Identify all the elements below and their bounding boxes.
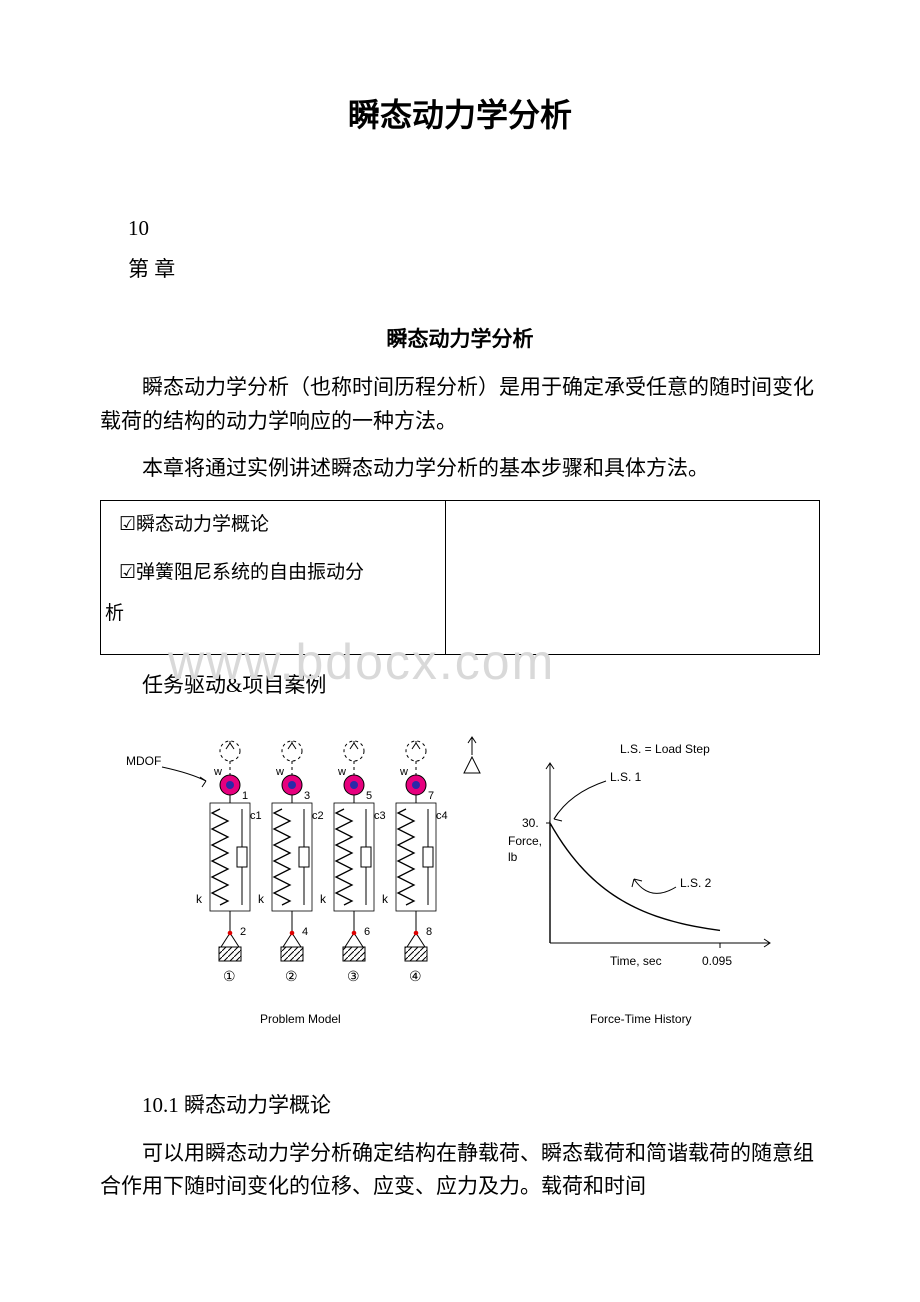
diagram-svg: w 1c1 k 2 ① w 3c2 k 4 ② w 5c3 k 6 ③ w 7c4 k 8 ④ MDOF Problem … [120,723,800,1053]
subtitle: 瞬态动力学分析 [100,323,820,353]
figure: www.bdocx.com w1c1k2①w3c2k4②w5c3k6③w7c4k… [120,723,800,1053]
figure-caption: 任务驱动&项目案例 [100,669,820,699]
check-icon: ☑ [119,562,136,583]
svg-text:L.S. 1: L.S. 1 [610,770,642,784]
checklist-item-1: 瞬态动力学概论 [136,514,269,535]
svg-text:c3: c3 [374,810,386,822]
svg-text:0.095: 0.095 [702,954,732,968]
svg-text:②: ② [285,968,298,984]
svg-text:k: k [258,892,265,906]
svg-text:w: w [275,766,284,778]
svg-text:c2: c2 [312,810,324,822]
svg-text:Time, sec: Time, sec [610,954,662,968]
chapter-word: 第 章 [100,253,820,283]
svg-text:③: ③ [347,968,360,984]
intro-paragraph-2: 本章将通过实例讲述瞬态动力学分析的基本步骤和具体方法。 [100,452,820,486]
chapter-number: 10 [100,216,820,241]
svg-text:Force-Time History: Force-Time History [590,1012,692,1026]
svg-text:3: 3 [304,790,310,802]
svg-text:c4: c4 [436,810,448,822]
svg-text:2: 2 [240,926,246,938]
body-paragraph: 可以用瞬态动力学分析确定结构在静载荷、瞬态载荷和简谐载荷的随意组合作用下随时间变… [100,1137,820,1204]
svg-text:30.: 30. [522,816,539,830]
checklist-item-2b: 析 [101,598,445,641]
checklist-box: ☑瞬态动力学概论 ☑弹簧阻尼系统的自由振动分 析 [100,500,820,655]
document-title: 瞬态动力学分析 [100,90,820,136]
svg-text:w: w [399,766,408,778]
svg-text:8: 8 [426,926,432,938]
svg-text:1: 1 [242,790,248,802]
check-icon: ☑ [119,514,136,535]
svg-text:①: ① [223,968,236,984]
svg-text:k: k [320,892,327,906]
intro-paragraph-1: 瞬态动力学分析（也称时间历程分析）是用于确定承受任意的随时间变化载荷的结构的动力… [100,371,820,438]
svg-text:w: w [337,766,346,778]
svg-text:w: w [213,766,222,778]
section-heading: 10.1 瞬态动力学概论 [100,1089,820,1119]
svg-text:L.S. = Load Step: L.S. = Load Step [620,742,710,756]
svg-text:Problem Model: Problem Model [260,1012,341,1026]
svg-text:k: k [382,892,389,906]
svg-text:7: 7 [428,790,434,802]
svg-text:lb: lb [508,850,518,864]
svg-text:④: ④ [409,968,422,984]
svg-text:MDOF: MDOF [126,754,161,768]
svg-text:k: k [196,892,203,906]
svg-text:c1: c1 [250,810,262,822]
svg-text:6: 6 [364,926,370,938]
svg-text:5: 5 [366,790,372,802]
checklist-item-2a: 弹簧阻尼系统的自由振动分 [136,562,364,583]
svg-text:4: 4 [302,926,308,938]
svg-text:Force,: Force, [508,834,542,848]
svg-text:L.S. 2: L.S. 2 [680,876,712,890]
